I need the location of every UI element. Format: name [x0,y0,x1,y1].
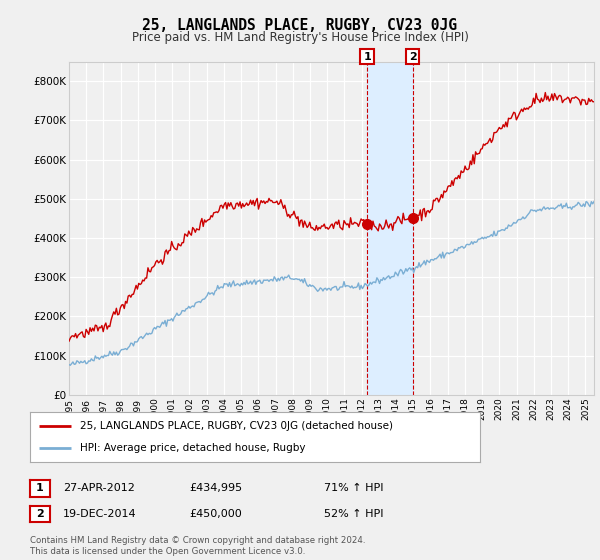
Text: 27-APR-2012: 27-APR-2012 [63,483,135,493]
Text: Contains HM Land Registry data © Crown copyright and database right 2024.
This d: Contains HM Land Registry data © Crown c… [30,536,365,556]
Text: 2: 2 [409,52,416,62]
Text: 1: 1 [363,52,371,62]
Text: 71% ↑ HPI: 71% ↑ HPI [324,483,383,493]
Text: 52% ↑ HPI: 52% ↑ HPI [324,509,383,519]
Text: 25, LANGLANDS PLACE, RUGBY, CV23 0JG: 25, LANGLANDS PLACE, RUGBY, CV23 0JG [143,18,458,33]
Text: HPI: Average price, detached house, Rugby: HPI: Average price, detached house, Rugb… [79,443,305,453]
Text: 25, LANGLANDS PLACE, RUGBY, CV23 0JG (detached house): 25, LANGLANDS PLACE, RUGBY, CV23 0JG (de… [79,421,392,431]
Text: 1: 1 [36,483,44,493]
Text: £450,000: £450,000 [189,509,242,519]
Text: 19-DEC-2014: 19-DEC-2014 [63,509,137,519]
Text: £434,995: £434,995 [189,483,242,493]
Bar [367,62,413,395]
Text: 2: 2 [36,509,44,519]
Text: Price paid vs. HM Land Registry's House Price Index (HPI): Price paid vs. HM Land Registry's House … [131,31,469,44]
